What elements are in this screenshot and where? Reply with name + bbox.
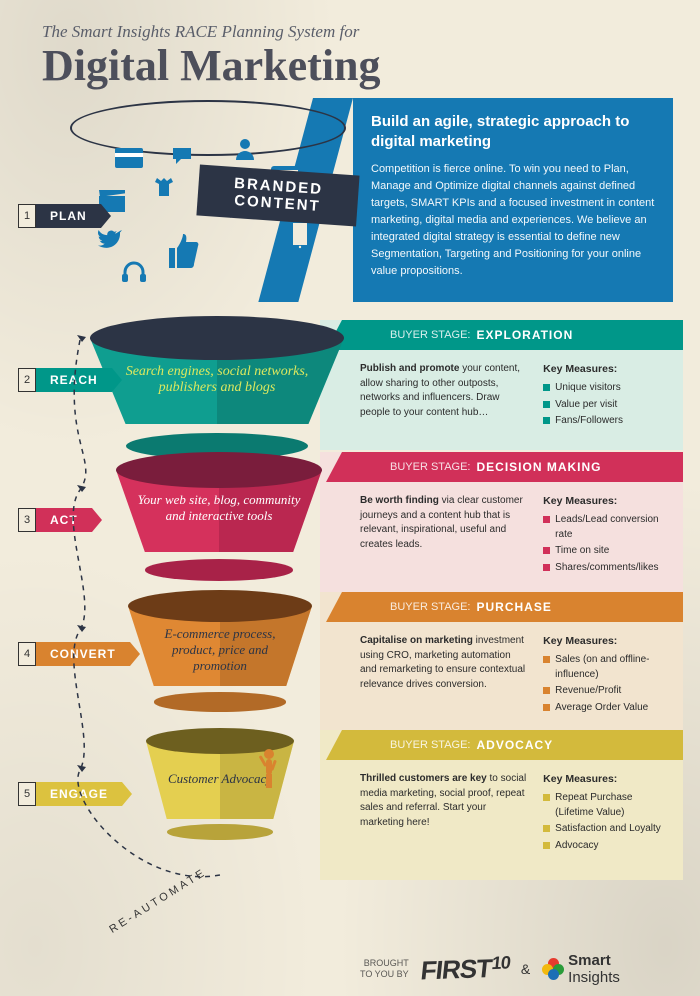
stage-description: Publish and promote your content, allow … (360, 362, 529, 431)
comment-icon (171, 146, 193, 166)
headphones-icon (121, 260, 147, 282)
funnel-text: E-commerce process, product, price and p… (128, 626, 312, 674)
key-measure-item: Leads/Lead conversion rate (543, 513, 664, 542)
key-measure-item: Value per visit (543, 398, 664, 413)
title-block: The Smart Insights RACE Planning System … (42, 22, 381, 88)
buyer-stage-prefix: BUYER STAGE: (390, 739, 470, 751)
callout-body: Competition is fierce online. To win you… (371, 161, 655, 280)
card-icon (115, 148, 143, 168)
key-measures-label: Key Measures: (543, 362, 664, 377)
callout-box: Build an agile, strategic approach to di… (353, 98, 673, 302)
key-measure-item: Repeat Purchase (Lifetime Value) (543, 791, 664, 820)
logo-smart-insights: SmartInsights (542, 952, 620, 986)
funnel-text: Search engines, social networks, publish… (90, 364, 344, 396)
funnel-text: Your web site, blog, community and inter… (116, 492, 322, 524)
buyer-stage-name: PURCHASE (476, 600, 551, 614)
step-num: 4 (18, 642, 36, 666)
thumbsup-icon (163, 230, 201, 270)
footer: BROUGHTTO YOU BY FIRST10 & SmartInsights (360, 952, 680, 986)
buyer-stage-band: BUYER STAGE: ADVOCACY (350, 730, 683, 760)
subtitle: The Smart Insights RACE Planning System … (42, 22, 381, 42)
step-tag-reach: 2REACH (18, 368, 112, 392)
petals-icon (542, 958, 564, 980)
key-measures-label: Key Measures: (543, 772, 664, 787)
key-measures: Key Measures: Unique visitors Value per vi… (543, 362, 664, 431)
user-icon (235, 138, 255, 160)
key-measure-item: Fans/Followers (543, 414, 664, 429)
bird-icon (97, 230, 123, 252)
buyer-stage-prefix: BUYER STAGE: (390, 329, 470, 341)
key-measure-item: Average Order Value (543, 701, 664, 716)
key-measures: Key Measures: Leads/Lead conversion rate T… (543, 494, 664, 577)
funnel-bowl: Search engines, social networks, publish… (90, 316, 344, 446)
phone-icon (291, 220, 309, 250)
detail-panel: Thrilled customers are key to social med… (352, 760, 672, 869)
step-num: 5 (18, 782, 36, 806)
step-label: REACH (36, 368, 112, 392)
key-measure-item: Sales (on and offline-influence) (543, 653, 664, 682)
logo2-text: SmartInsights (568, 952, 620, 986)
brought-label: BROUGHTTO YOU BY (360, 958, 409, 980)
buyer-stage-name: EXPLORATION (476, 328, 573, 342)
key-measure-item: Advocacy (543, 839, 664, 854)
step-tag-plan: 1PLAN (18, 204, 101, 228)
key-measures: Key Measures: Repeat Purchase (Lifetime V… (543, 772, 664, 855)
key-measures-label: Key Measures: (543, 494, 664, 509)
step-label: CONVERT (36, 642, 130, 666)
detail-panel: Be worth finding via clear customer jour… (352, 482, 672, 591)
key-measure-item: Unique visitors (543, 381, 664, 396)
main-title: Digital Marketing (42, 44, 381, 88)
key-measure-item: Revenue/Profit (543, 684, 664, 699)
reautomate-label: RE-AUTOMATE (107, 866, 208, 936)
step-label: ENGAGE (36, 782, 122, 806)
stage-description: Be worth finding via clear customer jour… (360, 494, 529, 577)
step-num: 2 (18, 368, 36, 392)
funnel-bowl: Your web site, blog, community and inter… (116, 452, 322, 570)
logo-first10: FIRST10 (419, 952, 511, 986)
buyer-stage-band: BUYER STAGE: EXPLORATION (350, 320, 683, 350)
detail-panel: Capitalise on marketing investment using… (352, 622, 672, 731)
buyer-stage-name: ADVOCACY (476, 738, 553, 752)
buyer-stage-band: BUYER STAGE: PURCHASE (350, 592, 683, 622)
key-measure-item: Time on site (543, 544, 664, 559)
step-tag-act: 3ACT (18, 508, 92, 532)
buyer-stage-prefix: BUYER STAGE: (390, 601, 470, 613)
ampersand: & (521, 961, 530, 977)
buyer-stage-band: BUYER STAGE: DECISION MAKING (350, 452, 683, 482)
detail-panel: Publish and promote your content, allow … (352, 350, 672, 445)
step-tag-convert: 4CONVERT (18, 642, 130, 666)
stage-description: Thrilled customers are key to social med… (360, 772, 529, 855)
key-measures-label: Key Measures: (543, 634, 664, 649)
buyer-stage-name: DECISION MAKING (476, 460, 601, 474)
funnel-bowl: E-commerce process, product, price and p… (128, 590, 312, 702)
step-num: 3 (18, 508, 36, 532)
stage-description: Capitalise on marketing investment using… (360, 634, 529, 717)
buyer-stage-prefix: BUYER STAGE: (390, 461, 470, 473)
step-num: 1 (18, 204, 36, 228)
step-label: PLAN (36, 204, 101, 228)
step-label: ACT (36, 508, 92, 532)
stick-figure-icon (254, 748, 284, 792)
step-tag-engage: 5ENGAGE (18, 782, 122, 806)
key-measures: Key Measures: Sales (on and offline-influ… (543, 634, 664, 717)
key-measure-item: Shares/comments/likes (543, 561, 664, 576)
key-measure-item: Satisfaction and Loyalty (543, 822, 664, 837)
shirt-icon (153, 176, 175, 198)
callout-heading: Build an agile, strategic approach to di… (371, 112, 655, 151)
